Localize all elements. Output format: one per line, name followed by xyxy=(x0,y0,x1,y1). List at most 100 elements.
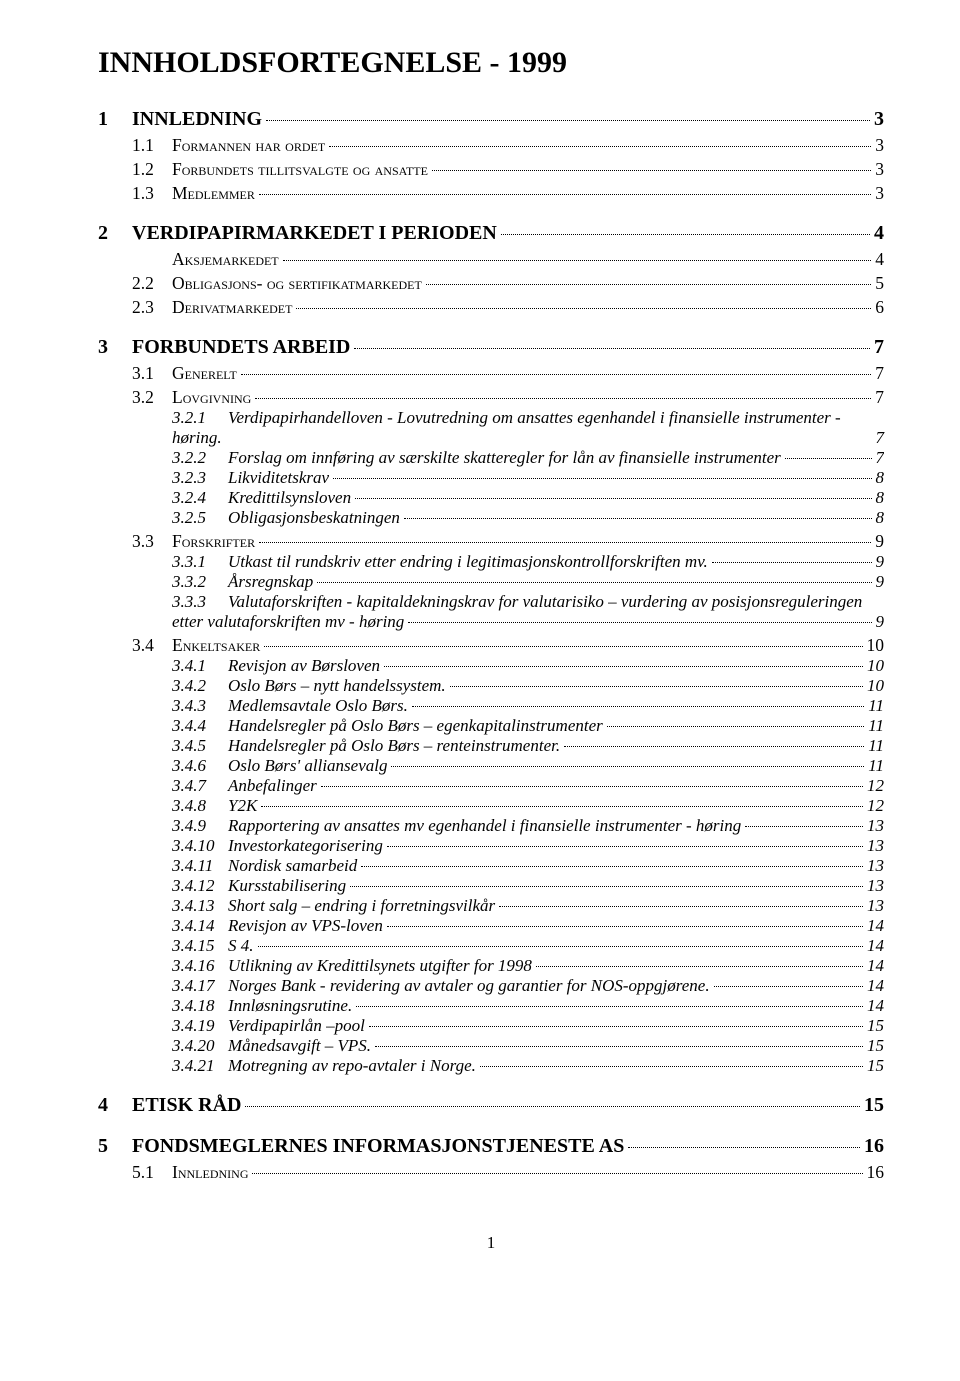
toc-text: Revisjon av Børsloven xyxy=(228,656,382,676)
toc-text: Revisjon av VPS-loven xyxy=(228,916,385,936)
toc-number: 3.4 xyxy=(132,635,172,656)
toc-page: 15 xyxy=(865,1036,884,1056)
toc-page: 7 xyxy=(876,428,885,448)
toc-page: 6 xyxy=(873,297,884,318)
toc-text: Årsregnskap xyxy=(228,572,315,592)
toc-page: 7 xyxy=(873,363,884,384)
toc-entry: 3.4Enkeltsaker10 xyxy=(132,635,884,656)
toc-text: Kredittilsynsloven xyxy=(228,488,353,508)
toc-leader xyxy=(375,1046,863,1047)
toc-number: 2.3 xyxy=(132,297,172,318)
toc-text: Utlikning av Kredittilsynets utgifter fo… xyxy=(228,956,534,976)
toc-entry: 5.1Innledning16 xyxy=(132,1162,884,1183)
toc-leader xyxy=(564,746,864,747)
toc-entry: 2.3Derivatmarkedet6 xyxy=(132,297,884,318)
toc-number: 3.3 xyxy=(132,531,172,552)
toc-text: Norges Bank - revidering av avtaler og g… xyxy=(228,976,712,996)
toc-number: 3.4.4 xyxy=(172,716,228,736)
toc-text: Forskrifter xyxy=(172,531,257,552)
toc-number: 4 xyxy=(98,1094,132,1117)
toc-text: Formannen har ordet xyxy=(172,135,327,156)
toc-page: 9 xyxy=(874,572,885,592)
toc-entry: 3.4.21Motregning av repo-avtaler i Norge… xyxy=(172,1056,884,1076)
toc-page: 9 xyxy=(874,552,885,572)
toc-page: 12 xyxy=(865,796,884,816)
toc-leader xyxy=(714,986,863,987)
toc-number: 3.4.11 xyxy=(172,856,228,876)
toc-text: Verdipapirlån –pool xyxy=(228,1016,367,1036)
toc-text: Utkast til rundskriv etter endring i leg… xyxy=(228,552,710,572)
toc-page: 16 xyxy=(865,1162,885,1183)
toc-entry: 3.2.5Obligasjonsbeskatningen8 xyxy=(172,508,884,528)
toc-number: 3.4.8 xyxy=(172,796,228,816)
toc-number: 3.2.5 xyxy=(172,508,228,528)
toc-entry: 5FONDSMEGLERNES INFORMASJONSTJENESTE AS1… xyxy=(98,1135,884,1158)
toc-entry: 3.2.3Likviditetskrav8 xyxy=(172,468,884,488)
toc-entry: 3.3.3Valutaforskriften - kapitaldeknings… xyxy=(172,592,884,632)
toc-page: 7 xyxy=(874,448,885,468)
toc-entry: 2.2Obligasjons- og sertifikatmarkedet5 xyxy=(132,273,884,294)
toc-leader xyxy=(283,260,872,261)
toc-page: 3 xyxy=(872,108,884,131)
page-number: 1 xyxy=(98,1233,884,1253)
toc-text: Generelt xyxy=(172,363,239,384)
toc-leader xyxy=(329,146,871,147)
toc-entry: 3.4.8Y2K12 xyxy=(172,796,884,816)
toc-text: FORBUNDETS ARBEID xyxy=(132,336,352,359)
toc-number: 3.2.4 xyxy=(172,488,228,508)
toc-number: 1.3 xyxy=(132,183,172,204)
toc-leader xyxy=(255,398,871,399)
toc-leader xyxy=(259,542,871,543)
toc-leader xyxy=(501,234,870,235)
toc-page: 7 xyxy=(872,336,884,359)
toc-page: 4 xyxy=(872,222,884,245)
toc-text: Lovgivning xyxy=(172,387,253,408)
toc-text: Likviditetskrav xyxy=(228,468,331,488)
toc-entry: 3.4.3Medlemsavtale Oslo Børs.11 xyxy=(172,696,884,716)
toc-page: 13 xyxy=(865,876,884,896)
toc-leader xyxy=(296,308,871,309)
toc-text: Medlemsavtale Oslo Børs. xyxy=(228,696,410,716)
toc-entry: 1.2Forbundets tillitsvalgte og ansatte3 xyxy=(132,159,884,180)
toc-leader xyxy=(785,458,872,459)
toc-entry: 3.1Generelt7 xyxy=(132,363,884,384)
toc-page: 4 xyxy=(873,249,884,270)
toc-number: 3.3.2 xyxy=(172,572,228,592)
toc-leader xyxy=(369,1026,863,1027)
toc-entry: 3.4.11Nordisk samarbeid 13 xyxy=(172,856,884,876)
toc-text-continuation: høring. xyxy=(172,428,224,448)
toc-text: Verdipapirhandelloven - Lovutredning om … xyxy=(228,408,841,428)
toc-entry: 3.4.7Anbefalinger12 xyxy=(172,776,884,796)
toc-page: 10 xyxy=(865,676,884,696)
toc-page: 3 xyxy=(873,159,884,180)
toc-entry: 3FORBUNDETS ARBEID7 xyxy=(98,336,884,359)
toc-entry: 3.4.15S 4.14 xyxy=(172,936,884,956)
toc-leader xyxy=(432,170,871,171)
toc-number: 1.2 xyxy=(132,159,172,180)
document-title: INNHOLDSFORTEGNELSE - 1999 xyxy=(98,46,884,80)
toc-number: 3.4.14 xyxy=(172,916,228,936)
toc-text: Månedsavgift – VPS. xyxy=(228,1036,373,1056)
toc-text: Nordisk samarbeid xyxy=(228,856,359,876)
toc-entry: 3.2Lovgivning7 xyxy=(132,387,884,408)
toc-number: 3.2.3 xyxy=(172,468,228,488)
toc-number: 1.1 xyxy=(132,135,172,156)
toc-page: 11 xyxy=(866,756,884,776)
toc-page: 10 xyxy=(865,656,884,676)
toc-entry: 1.1Formannen har ordet3 xyxy=(132,135,884,156)
toc-page: 13 xyxy=(865,856,884,876)
toc-page: 14 xyxy=(865,936,884,956)
toc-page: 12 xyxy=(865,776,884,796)
toc-number: 3.4.16 xyxy=(172,956,228,976)
toc-leader xyxy=(317,582,871,583)
toc-text: Forslag om innføring av særskilte skatte… xyxy=(228,448,783,468)
toc-entry: 3.4.12Kursstabilisering13 xyxy=(172,876,884,896)
toc-page: 15 xyxy=(865,1016,884,1036)
toc-entry: 1INNLEDNING3 xyxy=(98,108,884,131)
toc-entry: 3.4.5Handelsregler på Oslo Børs – rentei… xyxy=(172,736,884,756)
toc-text: Oslo Børs' alliansevalg xyxy=(228,756,389,776)
toc-entry: 3.2.1Verdipapirhandelloven - Lovutrednin… xyxy=(172,408,884,448)
toc-number: 3.2.2 xyxy=(172,448,228,468)
toc-leader xyxy=(264,646,862,647)
toc-text: Kursstabilisering xyxy=(228,876,348,896)
